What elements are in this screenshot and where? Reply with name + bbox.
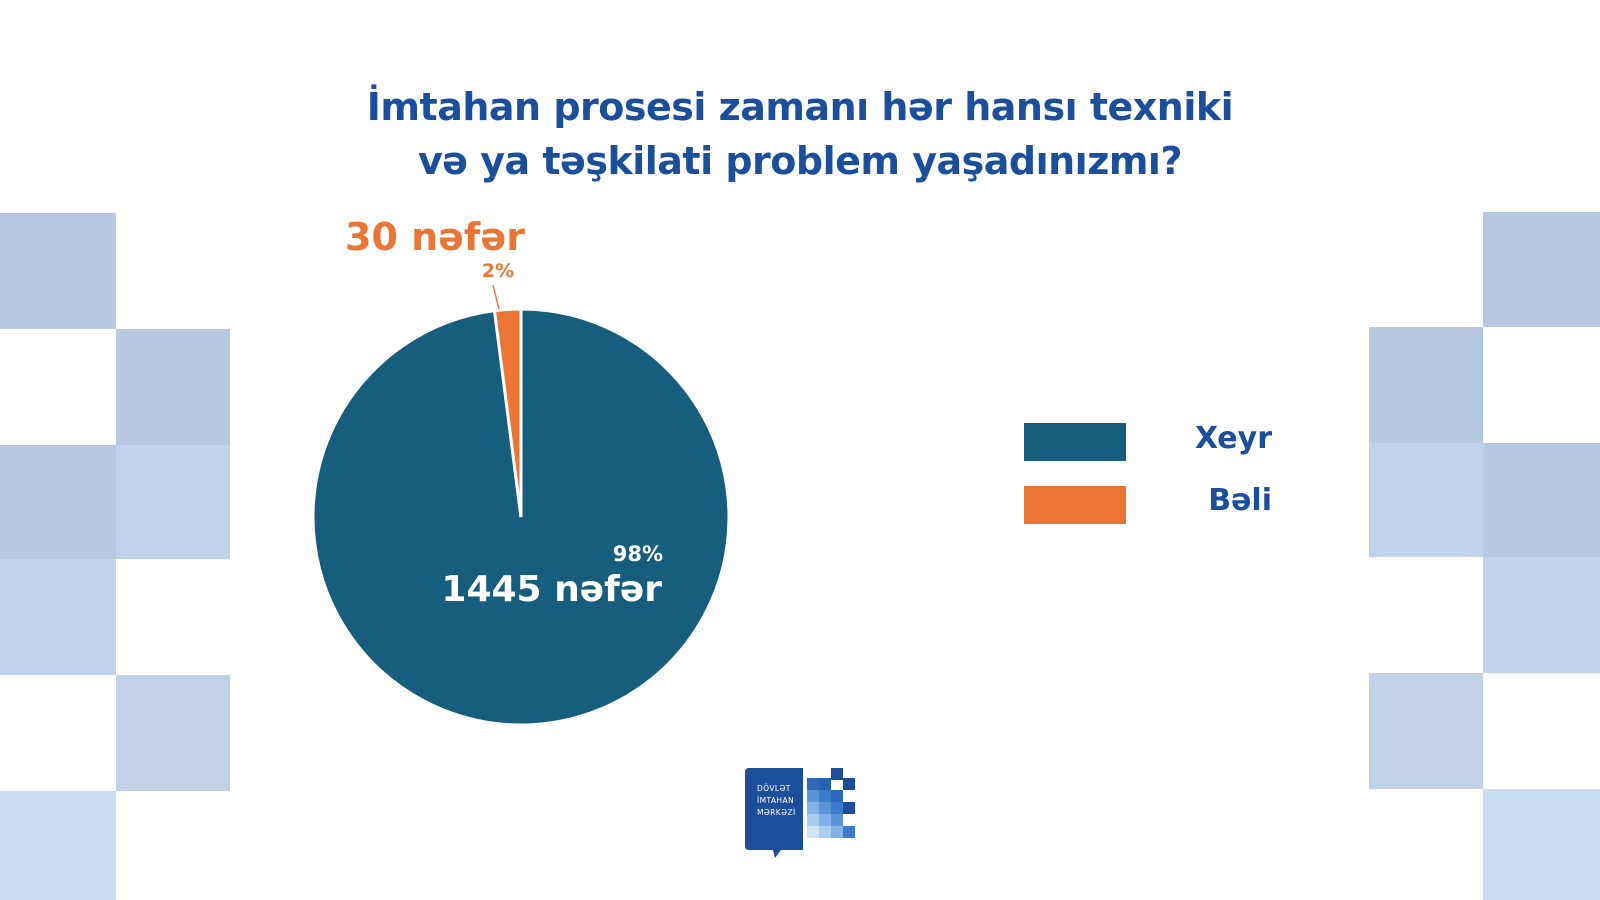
data-label-count-xeyr: 1445 nəfər [441,569,662,610]
leader-line-beli [492,284,500,310]
data-label-count-beli: 30 nəfər [345,215,525,259]
logo-line3: MƏRKƏZİ [757,808,796,817]
logo-mark [745,768,855,858]
legend-label-xeyr: Xeyr [1194,421,1272,456]
legend-swatch-beli [1024,486,1126,524]
chart-title-line1: İmtahan prosesi zamanı hər hansı texniki [366,85,1234,129]
data-label-percent-xeyr: 98% [613,542,663,566]
chart-title: İmtahan prosesi zamanı hər hansı texniki… [0,80,1600,188]
logo-line2: İMTAHAN [757,796,794,805]
logo: DÖVLƏT İMTAHAN MƏRKƏZİ [745,768,875,860]
legend-label-beli: Bəli [1208,483,1272,518]
logo-text: DÖVLƏT İMTAHAN MƏRKƏZİ [757,783,796,819]
data-label-percent-beli: 2% [482,260,514,282]
legend-swatch-xeyr [1024,423,1126,461]
logo-line1: DÖVLƏT [757,784,791,793]
pie-slice-beli [492,307,523,518]
chart-title-line2: və ya təşkilati problem yaşadınızmı? [418,139,1183,183]
